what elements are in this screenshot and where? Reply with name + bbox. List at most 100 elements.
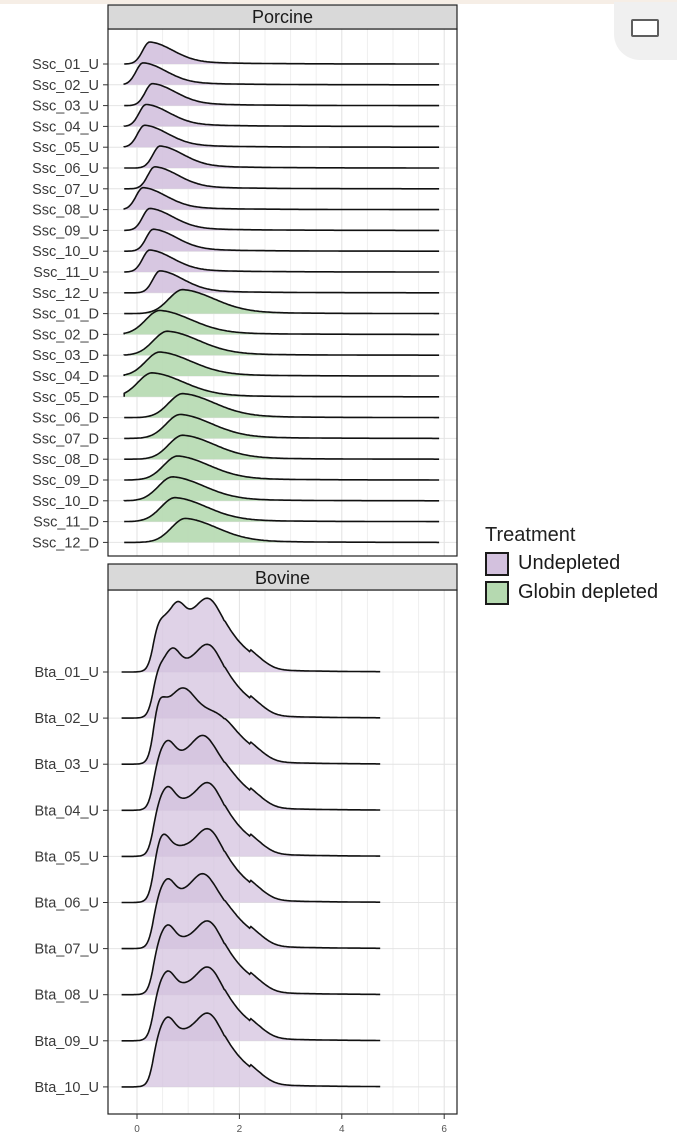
density-fill bbox=[124, 435, 440, 460]
density-line bbox=[124, 145, 440, 169]
density-line bbox=[124, 392, 440, 419]
density-line bbox=[124, 496, 440, 523]
density-fill bbox=[124, 187, 440, 210]
y-tick-label: Ssc_01_D bbox=[32, 307, 99, 323]
density-line bbox=[124, 288, 440, 315]
y-tick-label: Ssc_05_D bbox=[32, 390, 99, 406]
y-tick-label: Ssc_06_U bbox=[32, 161, 99, 177]
y-tick-label: Bta_04_U bbox=[35, 803, 100, 819]
density-line bbox=[124, 165, 440, 190]
facet-strip bbox=[107, 4, 458, 30]
density-fill bbox=[124, 83, 440, 106]
density-line bbox=[121, 687, 381, 765]
density-fill bbox=[124, 497, 440, 522]
y-tick-label: Ssc_12_D bbox=[32, 535, 99, 551]
density-fill bbox=[121, 735, 381, 811]
legend-label: Undepleted bbox=[518, 552, 621, 574]
density-line bbox=[123, 371, 440, 398]
density-line bbox=[121, 872, 381, 950]
density-line bbox=[123, 103, 440, 128]
y-tick-label: Ssc_08_U bbox=[32, 203, 99, 219]
y-tick-label: Ssc_01_U bbox=[32, 57, 99, 73]
density-line bbox=[123, 62, 440, 86]
legend-item-globin-depleted: Globin depleted bbox=[485, 578, 658, 607]
density-fill bbox=[124, 310, 440, 335]
y-tick-label: Ssc_02_U bbox=[32, 78, 99, 94]
y-tick-label: Bta_01_U bbox=[35, 665, 100, 681]
y-tick-label: Ssc_07_D bbox=[32, 431, 99, 447]
density-line bbox=[124, 82, 440, 107]
x-tick-label: 2 bbox=[237, 1124, 243, 1135]
top-edge bbox=[0, 0, 677, 4]
density-line bbox=[124, 413, 440, 440]
density-fill bbox=[121, 598, 381, 672]
density-fill bbox=[124, 372, 440, 397]
density-line bbox=[121, 781, 381, 858]
legend-item-undepleted: Undepleted bbox=[485, 549, 658, 578]
density-line bbox=[121, 966, 381, 1042]
y-tick-label: Bta_07_U bbox=[35, 942, 100, 958]
y-tick-label: Ssc_12_U bbox=[32, 286, 99, 302]
density-fill bbox=[124, 229, 440, 252]
y-tick-label: Ssc_09_U bbox=[32, 223, 99, 239]
density-fill bbox=[121, 782, 381, 857]
y-tick-label: Bta_08_U bbox=[35, 988, 100, 1004]
density-line bbox=[121, 597, 381, 673]
density-line bbox=[124, 207, 440, 232]
density-line bbox=[121, 1012, 381, 1088]
expand-button[interactable] bbox=[614, 2, 677, 60]
density-line bbox=[121, 643, 381, 719]
y-tick-label: Ssc_03_D bbox=[32, 348, 99, 364]
y-tick-label: Ssc_10_D bbox=[32, 494, 99, 510]
density-line bbox=[124, 270, 440, 294]
density-fill bbox=[124, 518, 440, 543]
density-fill bbox=[124, 125, 440, 148]
density-fill bbox=[124, 250, 440, 272]
density-line bbox=[124, 434, 440, 460]
y-tick-label: Ssc_10_U bbox=[32, 244, 99, 260]
density-line bbox=[124, 228, 440, 252]
panel-porcine: Porcine Ssc_01_U Ssc_02_U Ssc_03_U Ssc_04_U S… bbox=[32, 4, 458, 557]
density-line bbox=[124, 517, 440, 544]
y-tick-label: Ssc_04_U bbox=[32, 119, 99, 135]
density-fill bbox=[124, 476, 440, 501]
density-line bbox=[123, 124, 440, 148]
density-fill bbox=[121, 1013, 381, 1087]
maximize-window-icon bbox=[631, 19, 659, 37]
density-line bbox=[121, 827, 381, 904]
legend-key-globin-depleted bbox=[485, 580, 509, 605]
density-line bbox=[124, 455, 440, 481]
density-fill bbox=[124, 456, 440, 480]
density-fill bbox=[121, 920, 381, 995]
y-tick-label: Bta_09_U bbox=[35, 1034, 100, 1050]
density-fill bbox=[121, 687, 381, 765]
facet-strip-label: Porcine bbox=[252, 7, 313, 27]
y-tick-label: Ssc_06_D bbox=[32, 411, 99, 427]
panel-bovine: Bovine Bta_01_U Bta_02_U Bta_03_U Bta_04_U Bt… bbox=[35, 563, 458, 1135]
density-fill bbox=[121, 967, 381, 1041]
x-tick-label: 0 bbox=[134, 1124, 140, 1135]
density-line bbox=[123, 351, 440, 377]
x-tick-label: 4 bbox=[339, 1124, 345, 1135]
y-tick-label: Bta_05_U bbox=[35, 849, 100, 865]
density-fill bbox=[121, 828, 381, 903]
density-line bbox=[121, 920, 381, 996]
legend: Treatment Undepleted Globin depleted bbox=[485, 521, 658, 607]
legend-key-undepleted bbox=[485, 551, 509, 576]
y-tick-label: Ssc_03_U bbox=[32, 99, 99, 115]
y-tick-label: Ssc_11_U bbox=[33, 265, 99, 281]
y-tick-label: Bta_03_U bbox=[35, 757, 100, 773]
y-tick-label: Ssc_05_U bbox=[32, 140, 99, 156]
density-line bbox=[123, 475, 440, 502]
y-tick-label: Bta_06_U bbox=[35, 896, 100, 912]
y-tick-label: Ssc_07_U bbox=[32, 182, 99, 198]
y-tick-label: Ssc_08_D bbox=[32, 452, 99, 468]
x-tick-label: 6 bbox=[441, 1124, 447, 1135]
density-fill bbox=[124, 289, 440, 314]
facet-strip bbox=[107, 563, 458, 591]
density-fill bbox=[124, 166, 440, 189]
y-tick-label: Ssc_04_D bbox=[32, 369, 99, 385]
density-line bbox=[121, 734, 381, 812]
y-tick-label: Bta_10_U bbox=[35, 1080, 100, 1096]
